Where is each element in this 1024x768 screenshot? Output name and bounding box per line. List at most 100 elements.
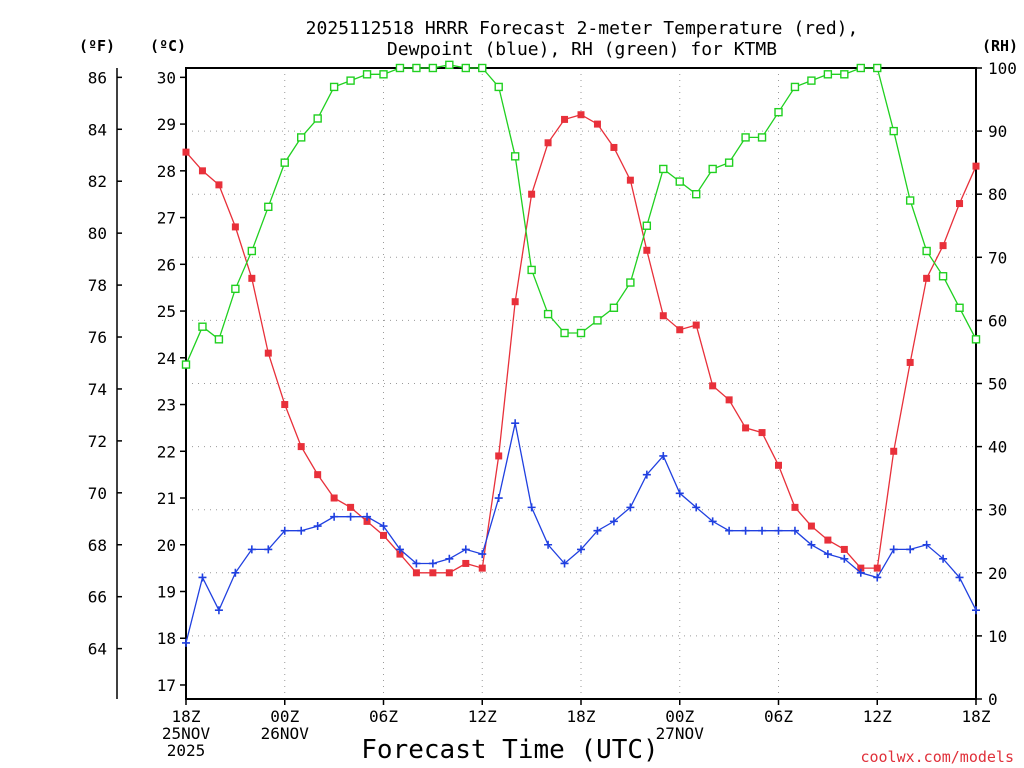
rh-point <box>757 133 767 142</box>
celsius-tick-label: 28 <box>157 162 176 181</box>
dewpoint-point <box>889 545 898 554</box>
dewpoint-point <box>297 526 306 535</box>
rh-point <box>297 133 306 142</box>
fahrenheit-tick-label: 64 <box>88 640 107 659</box>
dewpoint-point <box>428 559 437 568</box>
temperature-point <box>577 111 585 119</box>
dewpoint-point <box>511 419 520 428</box>
fahrenheit-tick-label: 86 <box>88 68 107 87</box>
dewpoint-point <box>790 526 799 535</box>
temperature-point <box>412 569 420 577</box>
temperature-point <box>198 167 206 175</box>
rh-point <box>659 164 668 174</box>
dewpoint-series-line <box>185 423 977 644</box>
rh-tick-label: 10 <box>988 627 1007 646</box>
dewpoint-point <box>544 540 553 549</box>
temperature-point <box>890 447 898 455</box>
rh-tick-label: 100 <box>988 59 1017 78</box>
celsius-tick-label: 17 <box>157 676 176 695</box>
rh-point <box>231 284 240 294</box>
rh-point <box>856 63 865 73</box>
rh-point <box>576 328 586 338</box>
temperature-point <box>758 429 766 437</box>
rh-tick-label: 80 <box>988 185 1007 204</box>
rh-point <box>692 189 701 199</box>
dewpoint-point <box>626 503 635 512</box>
x-tick-label: 00Z <box>270 707 299 726</box>
temperature-point <box>692 321 700 329</box>
rh-point <box>724 158 734 167</box>
rh-point <box>889 126 898 136</box>
rh-point <box>971 335 981 344</box>
temperature-point <box>462 559 470 567</box>
fahrenheit-tick-label: 78 <box>88 276 107 295</box>
x-tick-label: 12Z <box>863 707 892 726</box>
rh-unit-label: (RH) <box>982 37 1018 55</box>
temperature-point <box>742 424 750 432</box>
temperature-point <box>231 223 239 231</box>
rh-point <box>626 278 635 287</box>
rh-point <box>823 70 833 79</box>
rh-point <box>840 70 849 79</box>
dewpoint-point <box>939 554 948 563</box>
rh-point <box>527 265 536 275</box>
celsius-tick-label: 19 <box>157 582 176 601</box>
temperature-point <box>906 358 914 366</box>
dewpoint-point <box>231 568 240 577</box>
temperature-point <box>281 401 289 409</box>
fahrenheit-unit-label: (ºF) <box>79 37 115 55</box>
rh-point <box>741 133 750 142</box>
temperature-point <box>807 522 815 530</box>
dewpoint-point <box>725 526 734 535</box>
axes: 64 66 68 70 72 74 76 78 80 82 84 86 17 18 19 20 21 22 23 24… <box>88 59 1017 760</box>
temperature-point <box>824 536 832 544</box>
dewpoint-point <box>313 522 322 531</box>
rh-tick-label: 20 <box>988 564 1007 583</box>
temperature-point <box>643 246 651 254</box>
rh-tick-label: 40 <box>988 438 1007 457</box>
dewpoint-point <box>873 573 882 582</box>
temperature-point <box>363 517 371 525</box>
dewpoint-point <box>659 451 668 460</box>
rh-point <box>313 114 322 123</box>
temperature-point <box>330 494 338 502</box>
temperature-point <box>956 200 964 208</box>
rh-point <box>922 246 931 256</box>
plot-frame <box>185 67 977 700</box>
celsius-tick-label: 21 <box>157 489 176 508</box>
rh-point <box>264 202 273 212</box>
rh-tick-label: 0 <box>988 690 998 709</box>
rh-point <box>445 60 454 70</box>
fahrenheit-tick-label: 84 <box>88 120 107 139</box>
fahrenheit-tick-label: 72 <box>88 432 107 451</box>
rh-point <box>412 63 421 73</box>
temperature-point <box>248 274 256 282</box>
x-tick-label: 06Z <box>369 707 398 726</box>
rh-point <box>362 70 372 79</box>
rh-point <box>379 70 388 79</box>
temperature-point <box>297 443 305 451</box>
celsius-tick-label: 18 <box>157 629 176 648</box>
temperature-point <box>478 564 486 572</box>
fahrenheit-tick-label: 74 <box>88 380 107 399</box>
rh-point <box>478 63 487 73</box>
rh-tick-label: 50 <box>988 375 1007 394</box>
rh-point <box>955 303 964 312</box>
dewpoint-point <box>264 545 273 554</box>
fahrenheit-tick-label: 70 <box>88 484 107 503</box>
x-tick-label: 06Z <box>764 707 793 726</box>
x-tick-date-label: 25NOV <box>162 724 211 743</box>
temperature-point <box>923 274 931 282</box>
temperature-point <box>626 176 634 184</box>
temperature-point <box>939 242 947 250</box>
grid-lines <box>186 68 976 699</box>
rh-tick-label: 30 <box>988 501 1007 520</box>
chart-title-line-1: 2025112518 HRRR Forecast 2-meter Tempera… <box>306 18 859 39</box>
dewpoint-point <box>609 517 618 526</box>
x-tick-label: 12Z <box>468 707 497 726</box>
x-tick-label: 18Z <box>962 707 991 726</box>
rh-point <box>280 158 289 167</box>
temperature-point <box>495 452 503 460</box>
temperature-point <box>873 564 881 572</box>
celsius-tick-label: 22 <box>157 442 176 461</box>
